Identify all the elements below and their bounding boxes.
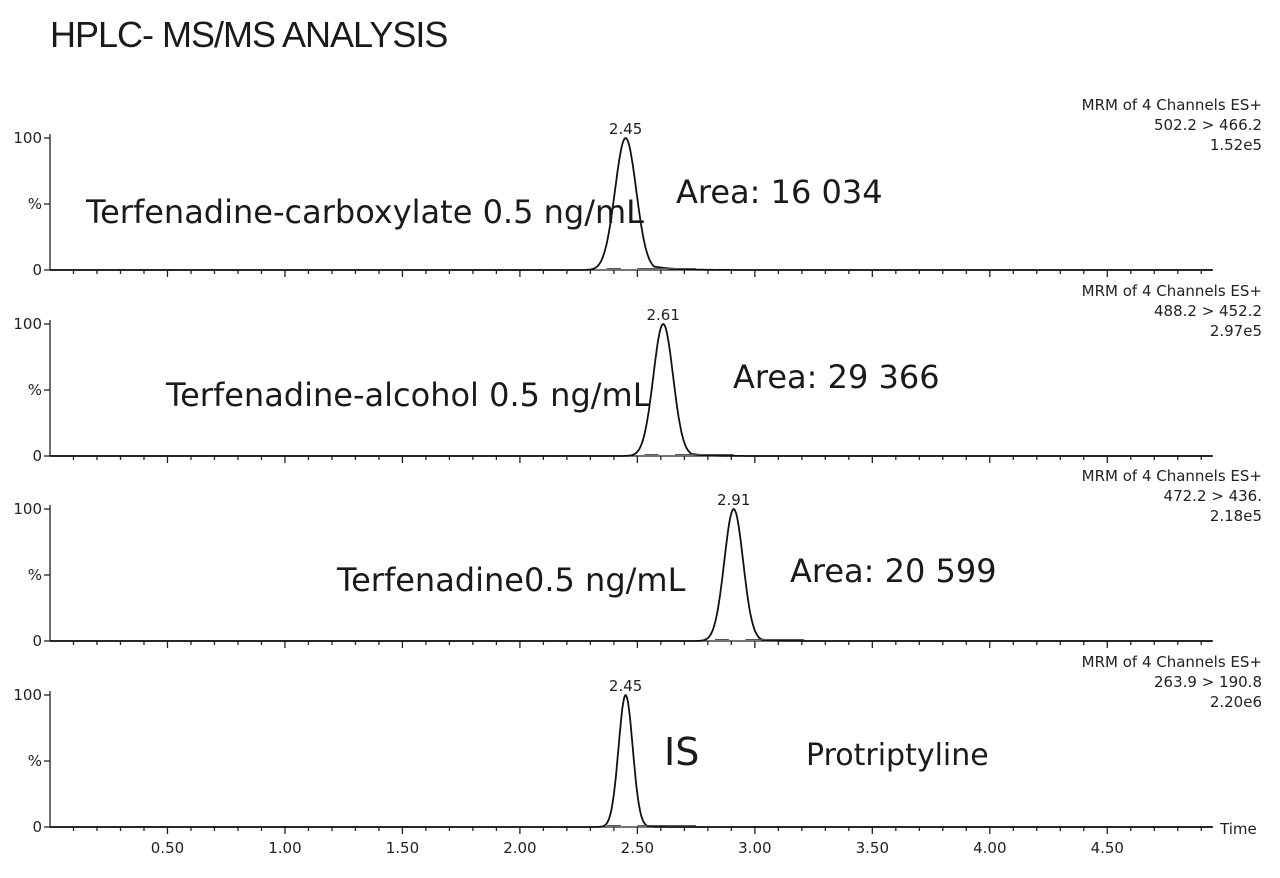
chromatogram-panel-1: 100% 0 MRM of 4 Channels ES+ 502.2 > 466.2 1… (13, 96, 1262, 279)
x-tick-labels: 0.50 1.00 1.50 2.00 2.50 3.00 3.50 4.00 4.50 (151, 839, 1124, 857)
channel-info-line: 2.18e5 (1210, 507, 1262, 525)
x-tick-label: 3.50 (856, 839, 889, 857)
channel-info-line: MRM of 4 Channels ES+ (1082, 653, 1262, 671)
peak-label: 2.61 (647, 306, 680, 324)
chromatogram-trace (50, 508, 1213, 642)
chromatogram-trace (50, 137, 1213, 271)
x-tick-label: 4.50 (1091, 839, 1124, 857)
area-annotation: Area: 16 034 (676, 173, 883, 211)
peak-label: 2.45 (609, 677, 642, 695)
chromatogram-panel-2: 100% 0 MRM of 4 Channels ES+ 488.2 > 452.2 2… (13, 282, 1262, 465)
channel-info-line: MRM of 4 Channels ES+ (1082, 96, 1262, 114)
y-tick-label: % (28, 381, 42, 399)
y-tick-label: 0 (32, 261, 42, 279)
y-tick-label: 100 (13, 315, 42, 333)
chromatogram-panel-3: 100% 0 MRM of 4 Channels ES+ 472.2 > 436. 2.… (13, 467, 1262, 650)
compound-annotation: Terfenadine-carboxylate 0.5 ng/mL (85, 193, 644, 231)
y-tick-label: 0 (32, 447, 42, 465)
channel-info-line: 2.20e6 (1210, 693, 1262, 711)
area-annotation: Area: 20 599 (790, 552, 997, 590)
y-tick-label: 100 (13, 129, 42, 147)
y-tick-label: 0 (32, 818, 42, 836)
y-tick-label: 0 (32, 632, 42, 650)
x-tick-label: 1.00 (268, 839, 301, 857)
chromatogram-trace (50, 323, 1213, 457)
y-tick-label: 100 (13, 686, 42, 704)
area-annotation: Area: 29 366 (733, 358, 940, 396)
channel-info-line: 502.2 > 466.2 (1154, 116, 1262, 134)
channel-info-line: 1.52e5 (1210, 136, 1262, 154)
compound-annotation: Terfenadine-alcohol 0.5 ng/mL (165, 376, 651, 414)
x-tick-label: 2.00 (503, 839, 536, 857)
area-annotation: Protriptyline (806, 738, 989, 773)
channel-info-line: 263.9 > 190.8 (1154, 673, 1262, 691)
y-tick-label: 100 (13, 500, 42, 518)
x-tick-label: 4.00 (973, 839, 1006, 857)
channel-info-line: MRM of 4 Channels ES+ (1082, 467, 1262, 485)
page-title: HPLC- MS/MS ANALYSIS (50, 14, 448, 55)
channel-info-line: MRM of 4 Channels ES+ (1082, 282, 1262, 300)
peak-label: 2.91 (717, 491, 750, 509)
x-tick-label: 3.00 (738, 839, 771, 857)
channel-info-line: 472.2 > 436. (1164, 487, 1262, 505)
y-tick-label: % (28, 566, 42, 584)
channel-info-line: 2.97e5 (1210, 322, 1262, 340)
chromatogram-trace (50, 694, 1213, 828)
peak-label: 2.45 (609, 120, 642, 138)
y-tick-label: % (28, 195, 42, 213)
x-axis-label: Time (1219, 820, 1257, 838)
y-tick-label: % (28, 752, 42, 770)
chromatogram-panel-4: 100% 0 MRM of 4 Channels ES+ 263.9 > 190.8 2… (13, 653, 1262, 836)
compound-annotation: IS (664, 730, 699, 774)
x-tick-label: 0.50 (151, 839, 184, 857)
channel-info-line: 488.2 > 452.2 (1154, 302, 1262, 320)
x-tick-label: 2.50 (621, 839, 654, 857)
x-tick-label: 1.50 (386, 839, 419, 857)
compound-annotation: Terfenadine0.5 ng/mL (336, 561, 686, 599)
